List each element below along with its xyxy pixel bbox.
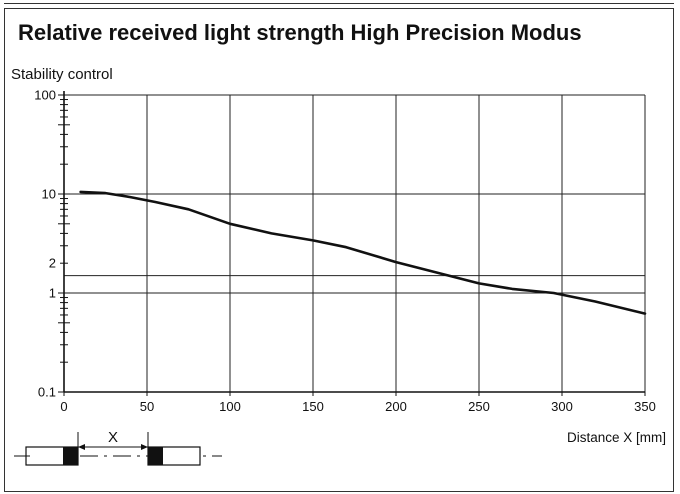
- sensor-diagram: X: [14, 429, 222, 466]
- x-axis-label: Distance X [mm]: [566, 430, 666, 445]
- dimension-label: X: [108, 429, 118, 446]
- dimension-arrow-left: [78, 444, 85, 450]
- x-tick-label: 50: [140, 399, 154, 414]
- x-tick-label: 100: [219, 399, 241, 414]
- series-layer: [79, 190, 647, 315]
- x-tick-label: 350: [634, 399, 656, 414]
- x-tick-label: 250: [468, 399, 490, 414]
- x-tick-label: 0: [60, 399, 67, 414]
- ticks: 0 50 100 150 200 250 300 350 0.1 1 2 10 100: [34, 88, 656, 415]
- x-tick-label: 300: [551, 399, 573, 414]
- axes: [58, 91, 646, 396]
- y-tick-label: 10: [42, 187, 56, 202]
- top-rule: [4, 3, 674, 4]
- chart-frame: [4, 8, 674, 492]
- chart-title: Relative received light strength High Pr…: [18, 20, 582, 45]
- x-tick-label: 200: [385, 399, 407, 414]
- series-line: [79, 190, 647, 315]
- y-tick-label: 100: [34, 88, 56, 103]
- y-tick-label: 0.1: [38, 385, 56, 400]
- y-tick-label: 2: [49, 256, 56, 271]
- receiver-lens: [148, 447, 163, 465]
- emitter-lens: [63, 447, 78, 465]
- grid: [64, 94, 646, 392]
- x-tick-label: 150: [302, 399, 324, 414]
- y-axis-label: Stability control: [11, 66, 113, 83]
- y-tick-label: 1: [49, 286, 56, 301]
- dimension-arrow-right: [141, 444, 148, 450]
